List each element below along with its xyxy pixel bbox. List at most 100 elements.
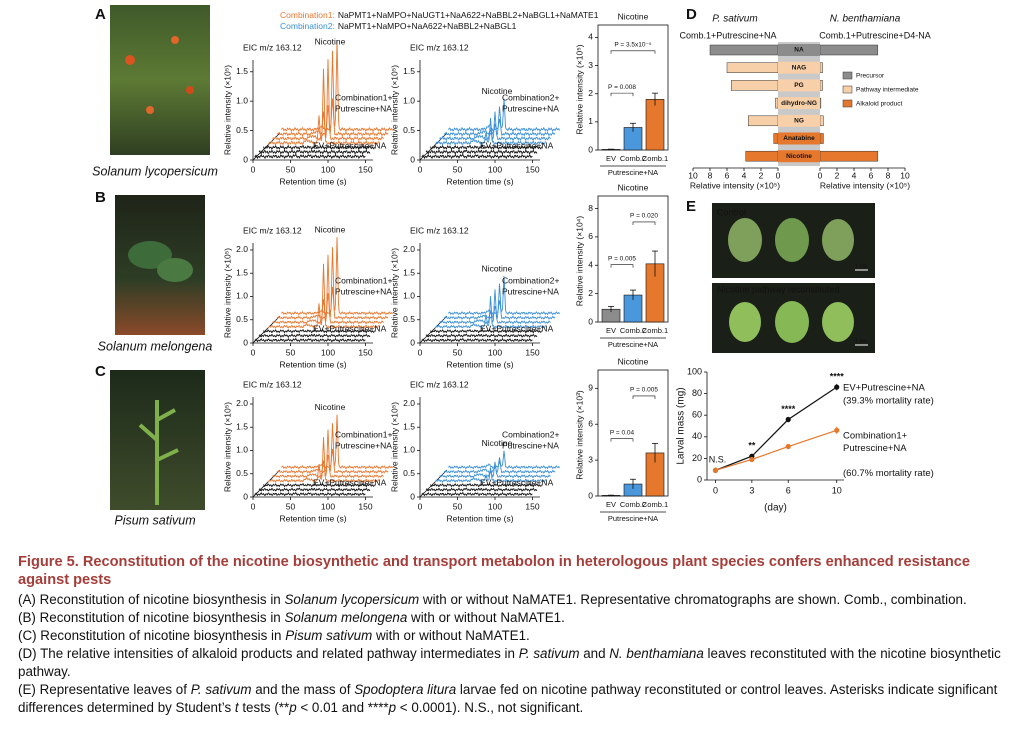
trace-label: Combination1+ <box>335 275 392 285</box>
peak-label: Nicotine <box>482 86 513 96</box>
combination-legend: Combination1: NaPMT1+NaMPO+NaUGT1+NaA622+… <box>280 10 599 20</box>
perspective-line <box>419 469 448 498</box>
left-title: P. sativum <box>712 14 757 25</box>
peak-label: Nicotine <box>482 438 513 448</box>
trace-label: Putrescine+NA <box>335 286 392 296</box>
x-axis-title: Relative intensity (×10⁵) <box>820 180 910 190</box>
caption-text: (D) The relative intensities of alkaloid… <box>18 646 519 661</box>
x-tick-label: 6 <box>725 170 730 180</box>
p-bracket <box>610 50 656 54</box>
scale-label: 1 cm <box>855 263 867 269</box>
fruit <box>146 106 154 114</box>
p-value: P = 0.005 <box>630 387 658 394</box>
photo-label: Control <box>717 207 746 217</box>
x-tick-label: 0 <box>251 347 256 357</box>
bar <box>645 99 665 151</box>
right-title: N. benthamiana <box>830 14 901 25</box>
legend-label: Precursor <box>856 73 885 80</box>
y-axis-title: Relative intensity (×10⁵) <box>389 65 399 155</box>
chromatogram-trace <box>439 461 551 479</box>
control-label: EV+Putrescine+NA <box>480 477 554 487</box>
legend-swatch <box>842 99 853 108</box>
control-label: EV+Putrescine+NA <box>480 323 554 333</box>
panel-letter: A <box>95 6 106 23</box>
fruit <box>186 86 194 94</box>
y-tick-label: 9 <box>588 383 593 393</box>
series-line <box>715 429 837 471</box>
chromatogram-trace <box>267 437 380 483</box>
chromatogram-trace <box>434 296 547 329</box>
x-tick-label: 100 <box>488 501 502 511</box>
chromatogram-trace <box>443 283 556 320</box>
category-label: NA <box>794 47 804 54</box>
category-label: NAG <box>792 64 806 71</box>
p-bracket <box>610 438 634 442</box>
y-tick-label: 0.5 <box>236 125 248 135</box>
caption-text: < 0.01 and **** <box>296 700 389 715</box>
y-tick-label: 0 <box>410 491 415 501</box>
control-label: EV+Putrescine+NA <box>480 140 554 150</box>
caption-text: (A) Reconstitution of nicotine biosynthe… <box>18 592 285 607</box>
eic-title: EIC m/z 163.12 <box>410 379 469 389</box>
x-tick-label: EV <box>606 154 616 163</box>
y-tick-label: 0 <box>410 154 415 164</box>
x-tick-label: Comb.2 <box>620 326 646 335</box>
y-tick-label: 2.0 <box>236 398 248 408</box>
caption-text: Spodoptera litura <box>354 682 457 697</box>
significance: N.S. <box>709 455 727 465</box>
x-tick-label: 100 <box>321 164 335 174</box>
x-tick-label: Comb.1 <box>642 154 668 163</box>
caption-text: p <box>388 700 397 715</box>
trace-label: Combination2+ <box>502 429 559 439</box>
bar <box>819 133 824 144</box>
y-tick-label: 20 <box>692 453 702 463</box>
chromatogram-trace <box>263 328 375 334</box>
chromatogram-trace <box>448 276 560 316</box>
y-tick-label: 0 <box>697 474 702 484</box>
x-tick-label: Comb.2 <box>620 154 646 163</box>
x-axis-title: Retention time (s) <box>446 359 513 369</box>
chromatogram-trace <box>448 98 560 133</box>
scale-label: 1 cm <box>855 338 867 344</box>
x-axis-title: Putrescine+NA <box>608 168 658 177</box>
chromatogram-trace <box>267 68 380 146</box>
bar <box>775 97 779 109</box>
category-cell <box>778 61 820 74</box>
panel-letter: D <box>686 6 697 23</box>
chromatogram-trace <box>434 118 547 146</box>
control-label: EV+Putrescine+NA <box>313 323 387 333</box>
y-tick-label: 2.0 <box>403 244 415 254</box>
x-tick-label: 0 <box>776 170 781 180</box>
x-tick-label: 150 <box>525 347 539 357</box>
x-tick-label: 10 <box>832 485 842 495</box>
x-tick-label: 0 <box>418 164 423 174</box>
y-tick-label: 2 <box>588 88 593 98</box>
eic-title: EIC m/z 163.12 <box>243 225 302 235</box>
combination-genes: NaPMT1+NaMPO+NaUGT1+NaA622+NaBBL2+NaBGL1… <box>338 10 599 20</box>
chromatogram-trace <box>276 50 389 137</box>
trace-label: Putrescine+NA <box>335 440 392 450</box>
bar-title: Nicotine <box>618 182 649 192</box>
bar <box>819 115 824 127</box>
y-tick-label: 0 <box>243 337 248 347</box>
caption-text: and <box>579 646 610 661</box>
category-cell <box>778 150 820 163</box>
x-tick-label: 150 <box>525 501 539 511</box>
x-tick-label: Comb.2 <box>620 500 646 509</box>
p-value: P = 0.020 <box>630 213 658 220</box>
caption-text: Pisum sativum <box>285 628 373 643</box>
chromatogram-trace <box>276 423 389 474</box>
chromatogram-trace <box>258 487 371 492</box>
x-tick-label: 150 <box>358 347 372 357</box>
x-tick-label: 150 <box>525 164 539 174</box>
eic-title: EIC m/z 163.12 <box>243 42 302 52</box>
peak-label: Nicotine <box>315 225 346 235</box>
eic-title: EIC m/z 163.12 <box>410 42 469 52</box>
y-tick-label: 2 <box>588 288 593 298</box>
p-value: P = 0.04 <box>610 429 635 436</box>
y-tick-label: 100 <box>687 366 702 376</box>
chromatogram-trace <box>272 429 384 479</box>
x-tick-label: 0 <box>418 501 423 511</box>
chromatogram-trace <box>272 254 384 325</box>
category-label: PG <box>794 82 803 89</box>
